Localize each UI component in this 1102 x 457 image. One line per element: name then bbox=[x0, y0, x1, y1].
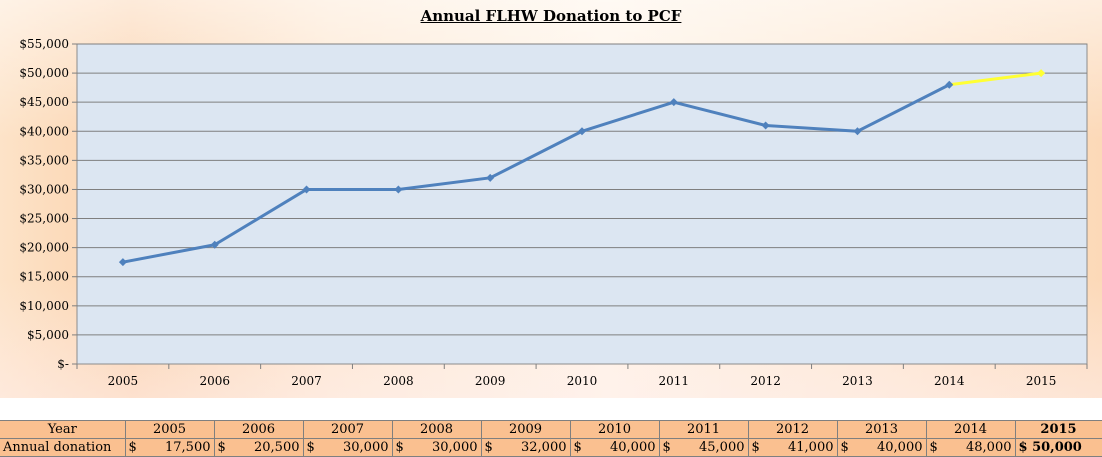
y-tick-label: $35,000 bbox=[19, 153, 69, 167]
donation-cell: $32,000 bbox=[481, 438, 571, 457]
x-tick-label: 2010 bbox=[567, 374, 598, 388]
data-point bbox=[1037, 69, 1046, 78]
x-tick-label: 2013 bbox=[842, 374, 873, 388]
chart-area: Annual FLHW Donation to PCF $55,000 $50,0… bbox=[0, 0, 1102, 398]
donation-cell: $30,000 bbox=[303, 438, 393, 457]
x-tick-label: 2015 bbox=[1026, 374, 1057, 388]
x-tick-label: 2008 bbox=[383, 374, 414, 388]
y-tick-label: $50,000 bbox=[19, 66, 69, 80]
chart-title: Annual FLHW Donation to PCF bbox=[420, 7, 682, 25]
y-tick-label: $55,000 bbox=[19, 37, 69, 51]
series-line-highlight bbox=[949, 71, 1042, 87]
data-point bbox=[486, 173, 495, 182]
x-tick-label: 2009 bbox=[475, 374, 506, 388]
x-tick-label: 2012 bbox=[750, 374, 781, 388]
year-cell: 2007 bbox=[303, 420, 393, 439]
y-tick-label: $25,000 bbox=[19, 212, 69, 226]
year-cell: 2005 bbox=[125, 420, 215, 439]
x-tick-label: 2005 bbox=[108, 374, 139, 388]
y-tick-label: $45,000 bbox=[19, 95, 69, 109]
year-cell: 2010 bbox=[570, 420, 660, 439]
y-tick-label: $30,000 bbox=[19, 182, 69, 196]
y-tick-label: $15,000 bbox=[19, 270, 69, 284]
year-cell: 2013 bbox=[837, 420, 927, 439]
donation-cell: $41,000 bbox=[748, 438, 838, 457]
y-tick-label: $5,000 bbox=[27, 328, 69, 342]
data-point bbox=[761, 121, 770, 130]
year-cell: 2009 bbox=[481, 420, 571, 439]
donation-cell: $45,000 bbox=[659, 438, 749, 457]
y-tick-label: $40,000 bbox=[19, 124, 69, 138]
series-line bbox=[122, 83, 950, 264]
donation-cell: $20,500 bbox=[214, 438, 304, 457]
data-point bbox=[302, 185, 311, 194]
year-label-cell: Year bbox=[0, 420, 126, 439]
x-tick-label: 2014 bbox=[934, 374, 965, 388]
x-tick-label: 2007 bbox=[291, 374, 322, 388]
y-tick-label: $10,000 bbox=[19, 299, 69, 313]
donation-cell: $40,000 bbox=[837, 438, 927, 457]
data-point bbox=[578, 127, 586, 136]
data-point bbox=[210, 240, 219, 249]
plot-area bbox=[76, 43, 1088, 365]
data-point bbox=[669, 98, 678, 107]
donation-cell: $48,000 bbox=[926, 438, 1016, 457]
data-point bbox=[945, 80, 954, 89]
year-cell-highlight: 2015 bbox=[1015, 420, 1102, 439]
table-row-years: Year 2005 2006 2007 2008 2009 2010 2011 … bbox=[0, 420, 1102, 439]
donation-cell-highlight: $ 50,000 bbox=[1015, 438, 1102, 457]
y-tick-label: $- bbox=[57, 357, 69, 371]
year-cell: 2006 bbox=[214, 420, 304, 439]
x-tick-label: 2006 bbox=[199, 374, 230, 388]
year-cell: 2012 bbox=[748, 420, 838, 439]
data-point bbox=[118, 258, 127, 267]
year-cell: 2014 bbox=[926, 420, 1016, 439]
donation-label-cell: Annual donation bbox=[0, 438, 126, 457]
x-tick-label: 2011 bbox=[659, 374, 690, 388]
year-cell: 2011 bbox=[659, 420, 749, 439]
data-point bbox=[853, 127, 862, 136]
donation-cell: $30,000 bbox=[392, 438, 482, 457]
donation-cell: $17,500 bbox=[125, 438, 215, 457]
year-cell: 2008 bbox=[392, 420, 482, 439]
donation-cell: $40,000 bbox=[570, 438, 660, 457]
data-point bbox=[394, 185, 403, 194]
data-table: Year 2005 2006 2007 2008 2009 2010 2011 … bbox=[0, 420, 1102, 457]
table-row-donations: Annual donation $17,500 $20,500 $30,000 … bbox=[0, 438, 1102, 457]
y-tick-label: $20,000 bbox=[19, 241, 69, 255]
line-chart: $55,000 $50,000 $45,000 $40,000 $35,000 $30,0… bbox=[19, 37, 1088, 388]
